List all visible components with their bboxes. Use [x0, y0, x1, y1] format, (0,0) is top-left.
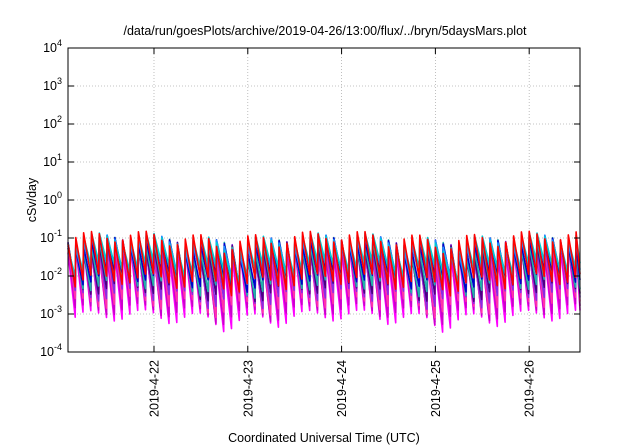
y-tick-label: 10-1: [40, 228, 62, 245]
series-layer: [67, 230, 581, 333]
y-tick-label: 101: [43, 152, 62, 169]
x-tick-label: 2019-4-26: [523, 360, 537, 417]
y-axis-label: cSv/day: [25, 177, 39, 222]
chart-title: /data/run/goesPlots/archive/2019-04-26/1…: [123, 24, 527, 38]
y-tick-label: 10-3: [40, 304, 62, 321]
x-tick-label: 2019-4-22: [147, 360, 161, 417]
y-tick-label: 104: [43, 38, 62, 55]
x-tick-label: 2019-4-24: [335, 360, 349, 417]
y-tick-label: 103: [43, 76, 62, 93]
x-tick-labels: 2019-4-22 2019-4-23 2019-4-24 2019-4-25 2019…: [147, 360, 536, 417]
y-tick-labels: 10-4 10-3 10-2 10-1 100 101 102 103 104: [40, 38, 62, 359]
ticks: [68, 47, 580, 353]
x-tick-label: 2019-4-25: [429, 360, 443, 417]
x-axis-label: Coordinated Universal Time (UTC): [228, 431, 420, 445]
y-tick-label: 100: [43, 190, 62, 207]
y-tick-label: 10-2: [40, 266, 62, 283]
y-tick-label: 102: [43, 114, 62, 131]
series-line: [67, 230, 581, 297]
y-tick-label: 10-4: [40, 342, 62, 359]
x-tick-label: 2019-4-23: [241, 360, 255, 417]
